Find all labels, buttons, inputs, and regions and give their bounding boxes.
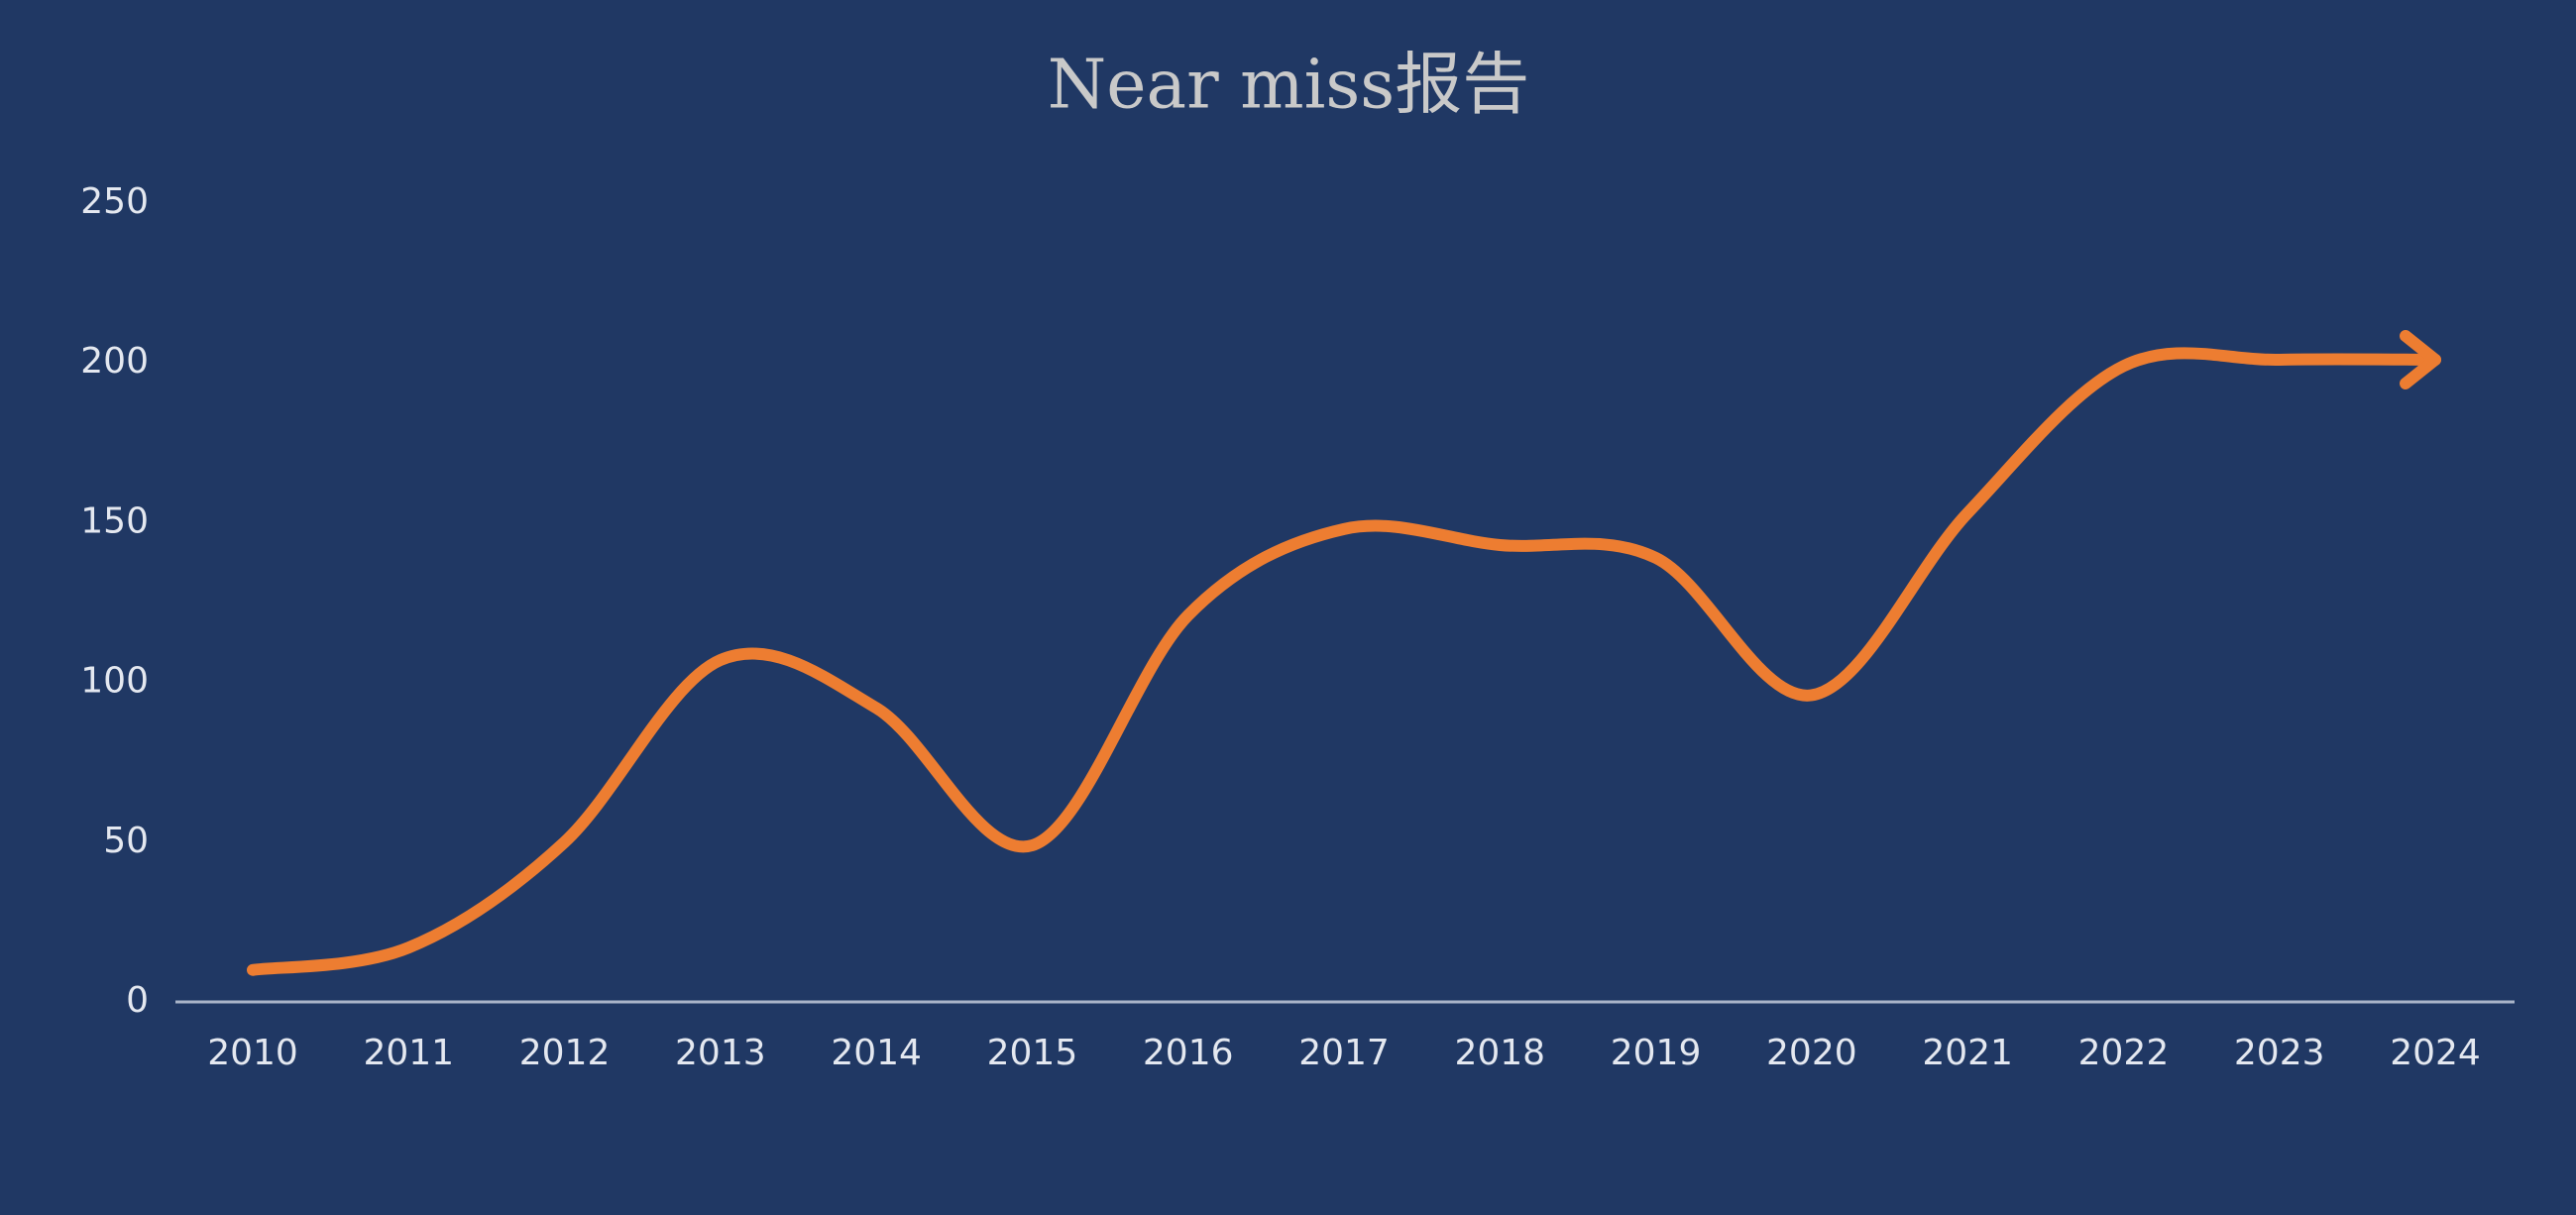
y-tick-label: 200 xyxy=(80,341,149,382)
data-line xyxy=(247,329,2441,976)
x-tick-label: 2023 xyxy=(2234,1033,2325,1073)
x-tick-label: 2013 xyxy=(675,1033,766,1073)
x-tick-label: 2012 xyxy=(519,1033,611,1073)
x-tick-label: 2014 xyxy=(831,1033,922,1073)
x-tick-label: 2024 xyxy=(2390,1033,2481,1073)
y-tick-label: 250 xyxy=(80,181,149,222)
x-tick-label: 2015 xyxy=(987,1033,1078,1073)
y-tick-label: 100 xyxy=(80,661,149,702)
x-tick-label: 2017 xyxy=(1298,1033,1390,1073)
x-tick-label: 2011 xyxy=(363,1033,454,1073)
chart-title: Near miss报告 xyxy=(1048,47,1529,125)
y-tick-label: 50 xyxy=(103,821,149,861)
x-tick-label: 2019 xyxy=(1611,1033,1702,1073)
x-tick-label: 2018 xyxy=(1454,1033,1545,1073)
x-tick-label: 2021 xyxy=(1922,1033,2013,1073)
x-tick-label: 2022 xyxy=(2078,1033,2170,1073)
y-tick-label: 150 xyxy=(80,500,149,541)
y-tick-label: 0 xyxy=(126,980,149,1021)
x-tick-label: 2020 xyxy=(1766,1033,1857,1073)
x-tick-label: 2010 xyxy=(207,1033,298,1073)
x-tick-label: 2016 xyxy=(1143,1033,1234,1073)
